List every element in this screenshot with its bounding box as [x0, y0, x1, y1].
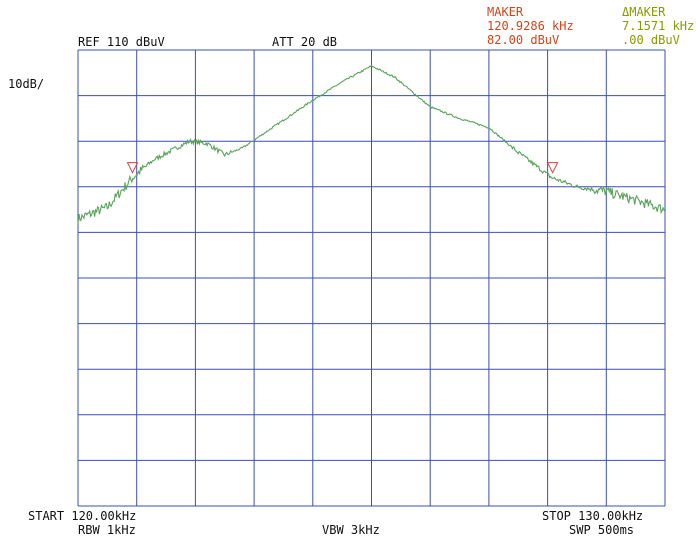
stop-frequency-label: STOP 130.00kHz: [542, 509, 644, 523]
scale-label: 10dB/: [8, 77, 45, 91]
sweep-time-label: SWP 500ms: [569, 523, 635, 537]
vbw-label: VBW 3kHz: [322, 523, 380, 537]
delta-marker-level: .00 dBuV: [622, 33, 680, 47]
attenuation-label: ATT 20 dB: [272, 35, 338, 49]
start-frequency-label: START 120.00kHz: [28, 509, 137, 523]
delta-marker-title: ΔMAKER: [622, 5, 666, 19]
spectrum-trace: [77, 64, 666, 224]
marker-frequency: 120.9286 kHz: [487, 19, 574, 33]
trace-layer: [77, 64, 666, 224]
delta-marker-frequency: 7.1571 kHz: [622, 19, 695, 33]
ref-level-label: REF 110 dBuV: [78, 35, 165, 49]
marker-layer: [126, 162, 559, 174]
marker-triangle: [126, 162, 139, 174]
marker-title: MAKER: [487, 5, 524, 19]
plot-grid: [77, 49, 666, 507]
rbw-label: RBW 1kHz: [78, 523, 136, 537]
delta-marker-triangle: [546, 162, 559, 174]
marker-level: 82.00 dBuV: [487, 33, 560, 47]
